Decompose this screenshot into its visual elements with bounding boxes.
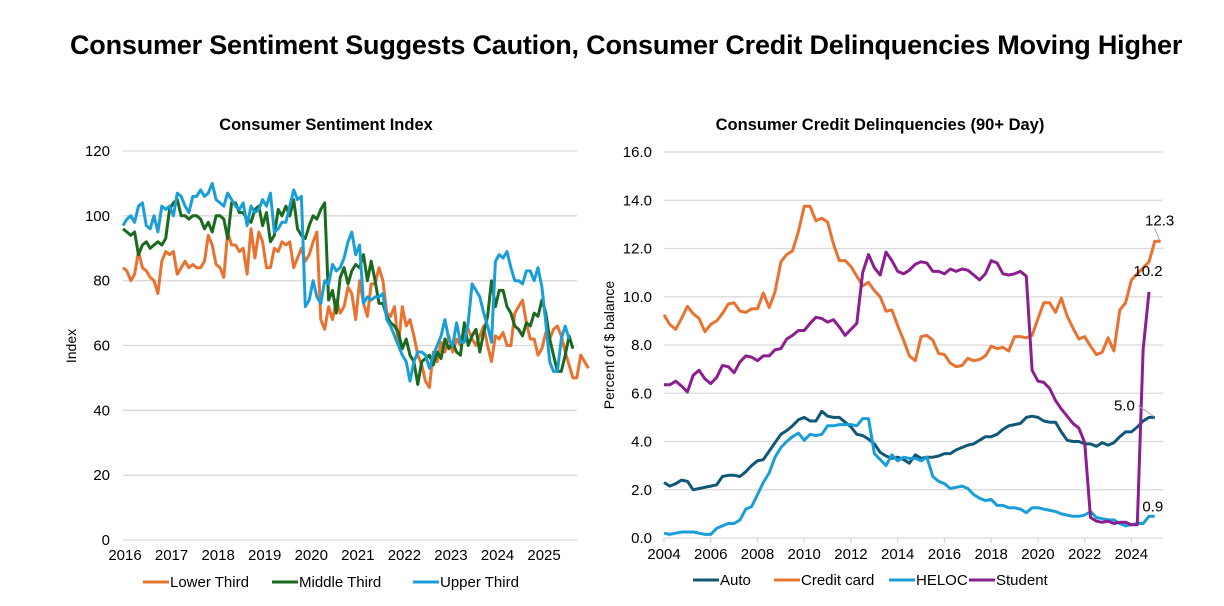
legend-item: HELOC [889, 572, 968, 589]
y-tick-label: 4.0 [631, 434, 652, 451]
y-tick-label: 14.0 [623, 192, 652, 209]
y-tick-label: 2.0 [631, 482, 652, 499]
x-tick-label: 2018 [201, 547, 234, 564]
sentiment-legend: Lower Third Middle Third Upper Third [143, 574, 519, 591]
x-tick-label: 2008 [741, 546, 774, 563]
delinquency-chart: Consumer Credit Delinquencies (90+ Day) … [601, 116, 1174, 589]
series-line-heloc [663, 417, 1155, 536]
y-tick-label: 20 [93, 467, 110, 484]
page-title: Consumer Sentiment Suggests Caution, Con… [70, 30, 1183, 60]
data-label: 5.0 [1114, 397, 1135, 414]
x-tick-label: 2023 [434, 547, 467, 564]
x-tick-label: 2024 [481, 547, 514, 564]
x-tick-label: 2020 [1021, 546, 1054, 563]
x-tick-label: 2017 [155, 547, 188, 564]
x-tick-label: 2006 [694, 546, 727, 563]
y-tick-label: 120 [85, 143, 110, 160]
x-tick-label: 2022 [388, 547, 421, 564]
data-label: 12.3 [1145, 212, 1174, 229]
legend-label: Middle Third [299, 574, 381, 591]
x-tick-label: 2012 [834, 546, 867, 563]
sentiment-chart-title: Consumer Sentiment Index [219, 116, 433, 134]
sentiment-y-axis-label: Index [63, 329, 79, 363]
series-line-upper-third [121, 181, 571, 383]
legend-label: Upper Third [440, 574, 519, 591]
y-tick-label: 60 [93, 338, 110, 355]
y-tick-label: 10.0 [623, 289, 652, 306]
y-tick-label: 80 [93, 273, 110, 290]
x-tick-label: 2014 [881, 546, 914, 563]
x-tick-label: 2025 [527, 547, 560, 564]
series-line-student [664, 250, 1151, 527]
legend-label: Student [996, 572, 1049, 589]
y-tick-label: 0 [102, 532, 110, 549]
y-tick-label: 40 [93, 402, 110, 419]
x-tick-label: 2004 [647, 546, 680, 563]
legend-item: Lower Third [143, 574, 249, 591]
delinquency-legend: Auto Credit card HELOC Student [693, 572, 1049, 589]
data-label: 0.9 [1142, 498, 1163, 515]
legend-label: Credit card [801, 572, 874, 589]
delinquency-y-axis-label: Percent of $ balance [601, 281, 617, 410]
series-line-auto [663, 409, 1155, 492]
series-line-lower-third [122, 227, 590, 390]
legend-item: Middle Third [272, 574, 381, 591]
x-tick-label: 2010 [788, 546, 821, 563]
delinquency-chart-title: Consumer Credit Delinquencies (90+ Day) [716, 116, 1045, 134]
y-tick-label: 100 [85, 208, 110, 225]
x-tick-label: 2018 [975, 546, 1008, 563]
legend-label: Auto [720, 572, 751, 589]
y-tick-label: 6.0 [631, 385, 652, 402]
x-tick-label: 2016 [108, 547, 141, 564]
x-tick-label: 2024 [1115, 546, 1148, 563]
y-tick-label: 8.0 [631, 337, 652, 354]
annotation-leader [1137, 404, 1155, 417]
data-label: 10.2 [1133, 263, 1162, 280]
legend-label: HELOC [916, 572, 968, 589]
legend-item: Student [969, 572, 1049, 589]
sentiment-chart: Consumer Sentiment Index 0 20 40 60 80 100 120… [63, 116, 590, 591]
y-tick-label: 16.0 [623, 144, 652, 161]
legend-item: Auto [693, 572, 751, 589]
legend-label: Lower Third [170, 574, 249, 591]
series-line-middle-third [122, 198, 575, 386]
x-tick-label: 2020 [295, 547, 328, 564]
x-tick-label: 2019 [248, 547, 281, 564]
legend-item: Credit card [774, 572, 874, 589]
x-tick-label: 2021 [341, 547, 374, 564]
legend-item: Upper Third [413, 574, 519, 591]
x-tick-label: 2016 [928, 546, 961, 563]
y-tick-label: 0.0 [631, 530, 652, 547]
series-line-credit-card [662, 204, 1161, 369]
y-tick-label: 12.0 [623, 241, 652, 258]
annotation-leader [1154, 228, 1161, 241]
x-tick-label: 2022 [1068, 546, 1101, 563]
